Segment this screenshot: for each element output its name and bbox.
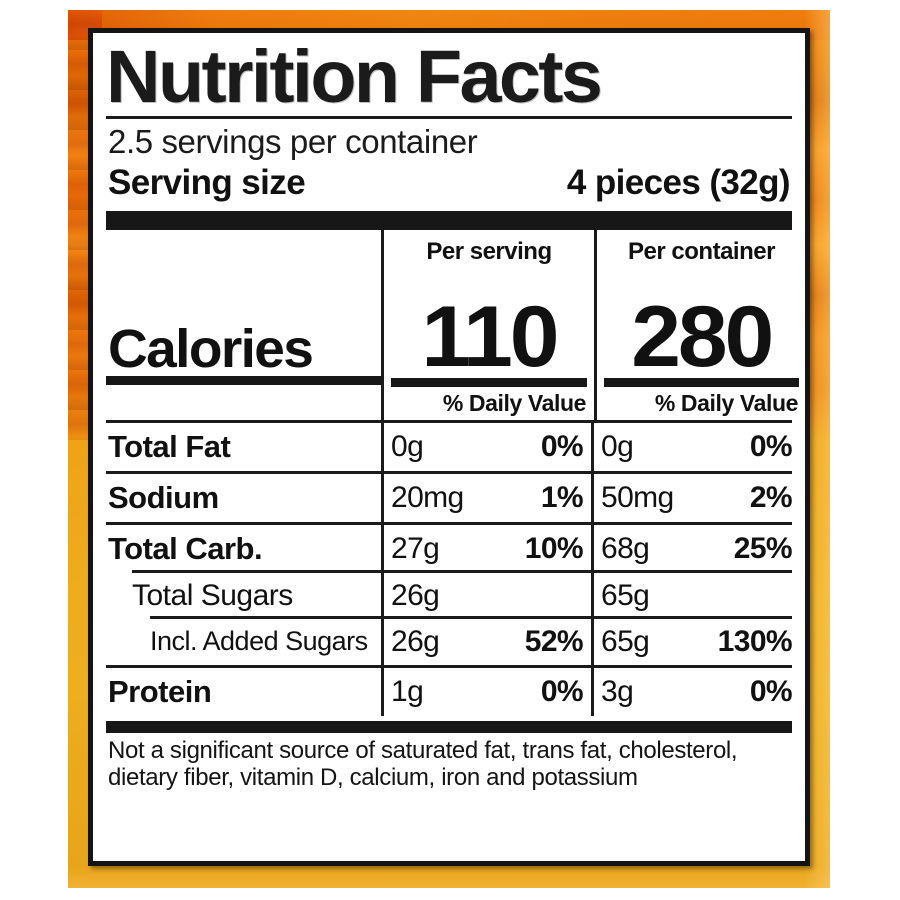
nutrient-name: Total Carb.: [108, 530, 263, 566]
nutrient-per-container-cell: 0g 0%: [591, 422, 800, 471]
calories-label-cell: Calories: [106, 230, 381, 376]
nutrient-serving-amount: 26g: [391, 578, 440, 612]
nutrient-per-container-cell: 50mg 2%: [591, 473, 800, 522]
nutrient-serving-amount: 0g: [391, 429, 424, 463]
per-container-bar: [604, 377, 799, 387]
orange-package-frame: Nutrition Facts 2.5 servings per contain…: [68, 10, 830, 888]
nutrient-container-amount: 65g: [601, 578, 650, 612]
nutrient-container-amount: 3g: [601, 674, 634, 708]
calories-per-container-value: 280: [631, 289, 775, 386]
nutrient-container-dv: 2%: [749, 480, 793, 514]
nutrient-container-dv: 25%: [733, 531, 793, 565]
nutrient-serving-dv: 10%: [524, 531, 584, 565]
nutrient-per-serving-cell: 20mg 1%: [381, 473, 591, 522]
per-serving-bar: [391, 377, 587, 387]
nutrient-per-serving-cell: 26g: [381, 572, 591, 619]
per-container-dv-header: % Daily Value: [654, 389, 799, 416]
nutrient-per-container-cell: 3g 0%: [591, 667, 800, 716]
nutrient-container-amount: 50mg: [601, 480, 674, 514]
per-serving-dv-header: % Daily Value: [442, 389, 587, 416]
nutrient-serving-amount: 20mg: [391, 480, 464, 514]
footnote-line-2: dietary fiber, vitamin D, calcium, iron …: [108, 764, 638, 792]
serving-size-value: 4 pieces (32g): [566, 162, 791, 202]
nutrient-per-serving-cell: 27g 10%: [381, 524, 591, 573]
serving-size-label: Serving size: [108, 162, 306, 202]
nutrient-container-dv: 130%: [717, 624, 793, 658]
nutrient-per-container-cell: 65g: [591, 572, 800, 619]
calories-left-spacer: [106, 385, 381, 417]
nutrient-rows: Total Fat 0g 0% 0g 0% Sodium 20mg 1% 50mg 2% Total…: [106, 419, 793, 716]
title-underline: [106, 115, 792, 119]
nutrient-serving-dv: 0%: [540, 429, 584, 463]
calories-per-container-cell: 280: [597, 266, 806, 386]
nutrient-name: Total Fat: [108, 428, 231, 464]
nutrient-serving-amount: 26g: [391, 624, 440, 658]
nutrient-name: Total Sugars: [132, 578, 293, 612]
nutrient-serving-dv: 1%: [540, 480, 584, 514]
nutrient-serving-amount: 27g: [391, 531, 440, 565]
nutrient-per-serving-cell: 1g 0%: [381, 667, 591, 716]
calories-left-column: Calories: [106, 230, 381, 420]
footer-thick-divider: [106, 720, 792, 733]
calories-label: Calories: [108, 319, 314, 380]
page-title: Nutrition Facts: [106, 35, 603, 118]
per-serving-column: Per serving 110 % Daily Value: [381, 229, 594, 420]
calories-per-serving-cell: 110: [384, 266, 594, 386]
calories-per-serving-value: 110: [421, 289, 560, 386]
nutrient-per-container-cell: 65g 130%: [591, 618, 800, 665]
table-row: Sodium 20mg 1% 50mg 2%: [106, 470, 793, 522]
table-row: Total Sugars 26g 65g: [106, 569, 792, 619]
header-thick-divider: [106, 210, 792, 230]
per-container-column: Per container 280 % Daily Value: [594, 229, 806, 420]
nutrient-container-amount: 0g: [601, 429, 634, 463]
footnote-line-1: Not a significant source of saturated fa…: [108, 736, 738, 764]
nutrient-per-serving-cell: 0g 0%: [381, 422, 591, 471]
calories-columns: Calories Per serving 110 % Daily Value: [106, 229, 799, 420]
nutrient-container-dv: 0%: [749, 674, 793, 708]
table-row: Incl. Added Sugars 26g 52% 65g 130%: [106, 615, 793, 665]
nutrition-facts-panel: Nutrition Facts 2.5 servings per contain…: [88, 28, 810, 866]
nutrient-serving-dv: 0%: [540, 674, 584, 708]
table-row: Protein 1g 0% 3g 0%: [106, 664, 793, 716]
nutrient-name: Protein: [108, 673, 212, 709]
nutrient-per-container-cell: 68g 25%: [591, 524, 800, 573]
nutrient-name: Sodium: [108, 479, 219, 515]
nutrient-container-amount: 65g: [601, 624, 650, 658]
table-row: Total Carb. 27g 10% 68g 25%: [106, 521, 793, 573]
per-serving-header: Per serving: [426, 237, 552, 265]
nutrient-serving-amount: 1g: [391, 674, 424, 708]
serving-size-row: Serving size 4 pieces (32g): [108, 162, 791, 203]
nutrient-container-dv: 0%: [749, 429, 793, 463]
per-container-header: Per container: [628, 237, 775, 265]
footnote: Not a significant source of saturated fa…: [108, 737, 790, 793]
table-row: Total Fat 0g 0% 0g 0%: [106, 419, 793, 471]
nutrient-container-amount: 68g: [601, 531, 650, 565]
servings-per-container: 2.5 servings per container: [108, 122, 478, 160]
nutrient-per-serving-cell: 26g 52%: [381, 618, 591, 665]
nutrient-name: Incl. Added Sugars: [150, 626, 368, 657]
calories-left-bar: [106, 375, 381, 385]
nutrient-serving-dv: 52%: [524, 624, 584, 658]
